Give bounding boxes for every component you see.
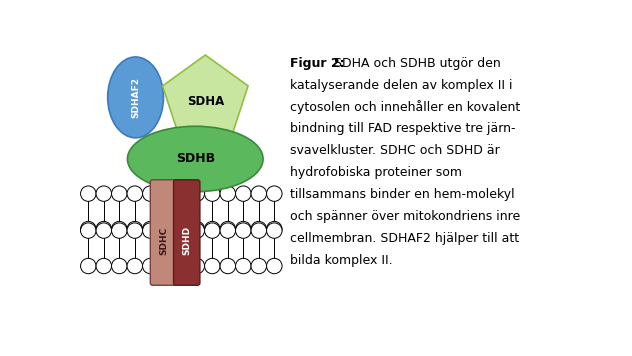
Circle shape [96,258,112,274]
Circle shape [220,186,236,201]
Text: SDHD: SDHD [182,226,191,255]
Circle shape [80,223,96,238]
Circle shape [251,223,267,238]
Text: bindning till FAD respektive tre järn-: bindning till FAD respektive tre järn- [290,122,515,135]
Text: svavelkluster. SDHC och SDHD är: svavelkluster. SDHC och SDHD är [290,145,499,157]
Circle shape [189,186,205,201]
Circle shape [143,258,158,274]
Circle shape [127,258,143,274]
Circle shape [174,221,189,237]
Circle shape [251,186,267,201]
Text: SDHAF2: SDHAF2 [131,77,140,118]
Circle shape [236,223,251,238]
Circle shape [127,186,143,201]
Text: Figur 2:: Figur 2: [290,57,344,69]
Circle shape [267,221,282,237]
Circle shape [112,223,127,238]
Circle shape [267,186,282,201]
Circle shape [267,258,282,274]
Circle shape [96,186,112,201]
Circle shape [236,221,251,237]
Circle shape [127,223,143,238]
Text: SDHA: SDHA [186,95,224,108]
Text: katalyserande delen av komplex II i: katalyserande delen av komplex II i [290,79,513,91]
Circle shape [80,186,96,201]
Circle shape [112,221,127,237]
Text: SDHC: SDHC [159,226,168,255]
Circle shape [174,258,189,274]
Text: SDHA och SDHB utgör den: SDHA och SDHB utgör den [330,57,501,69]
Circle shape [205,223,220,238]
Circle shape [96,221,112,237]
Circle shape [205,186,220,201]
Text: bilda komplex II.: bilda komplex II. [290,254,392,267]
Circle shape [143,221,158,237]
Circle shape [251,221,267,237]
Text: cellmembran. SDHAF2 hjälper till att: cellmembran. SDHAF2 hjälper till att [290,232,519,245]
Ellipse shape [107,57,164,138]
FancyBboxPatch shape [174,180,200,285]
Circle shape [205,258,220,274]
Text: cytosolen och innehåller en kovalent: cytosolen och innehåller en kovalent [290,100,520,114]
Circle shape [220,223,236,238]
Circle shape [96,223,112,238]
Circle shape [267,223,282,238]
Circle shape [143,223,158,238]
Polygon shape [162,55,248,136]
Circle shape [189,221,205,237]
Circle shape [251,258,267,274]
Text: och spänner över mitokondriens inre: och spänner över mitokondriens inre [290,210,520,223]
Circle shape [220,258,236,274]
Text: SDHB: SDHB [176,152,215,166]
Circle shape [205,221,220,237]
Circle shape [236,186,251,201]
Circle shape [127,221,143,237]
Circle shape [220,221,236,237]
Circle shape [174,186,189,201]
Circle shape [174,223,189,238]
Circle shape [112,258,127,274]
Text: hydrofobiska proteiner som: hydrofobiska proteiner som [290,166,462,179]
Circle shape [236,258,251,274]
Circle shape [158,258,174,274]
Circle shape [112,186,127,201]
Ellipse shape [128,126,263,192]
Circle shape [189,223,205,238]
Circle shape [189,258,205,274]
Circle shape [143,186,158,201]
Circle shape [158,186,174,201]
Circle shape [80,258,96,274]
Text: tillsammans binder en hem-molekyl: tillsammans binder en hem-molekyl [290,188,514,201]
Circle shape [80,221,96,237]
Circle shape [158,223,174,238]
Circle shape [158,221,174,237]
FancyBboxPatch shape [150,180,177,285]
